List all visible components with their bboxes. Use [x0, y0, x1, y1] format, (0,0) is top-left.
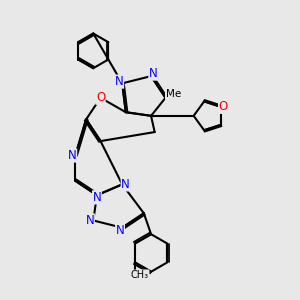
Text: O: O — [96, 91, 105, 104]
Text: N: N — [68, 149, 77, 162]
Text: N: N — [121, 178, 130, 191]
Text: N: N — [85, 214, 94, 227]
Text: N: N — [115, 75, 124, 88]
Text: N: N — [92, 191, 101, 204]
Text: N: N — [116, 224, 124, 237]
Text: O: O — [219, 100, 228, 113]
Text: N: N — [149, 67, 158, 80]
Text: CH₃: CH₃ — [131, 270, 149, 280]
Text: Me: Me — [166, 89, 181, 99]
